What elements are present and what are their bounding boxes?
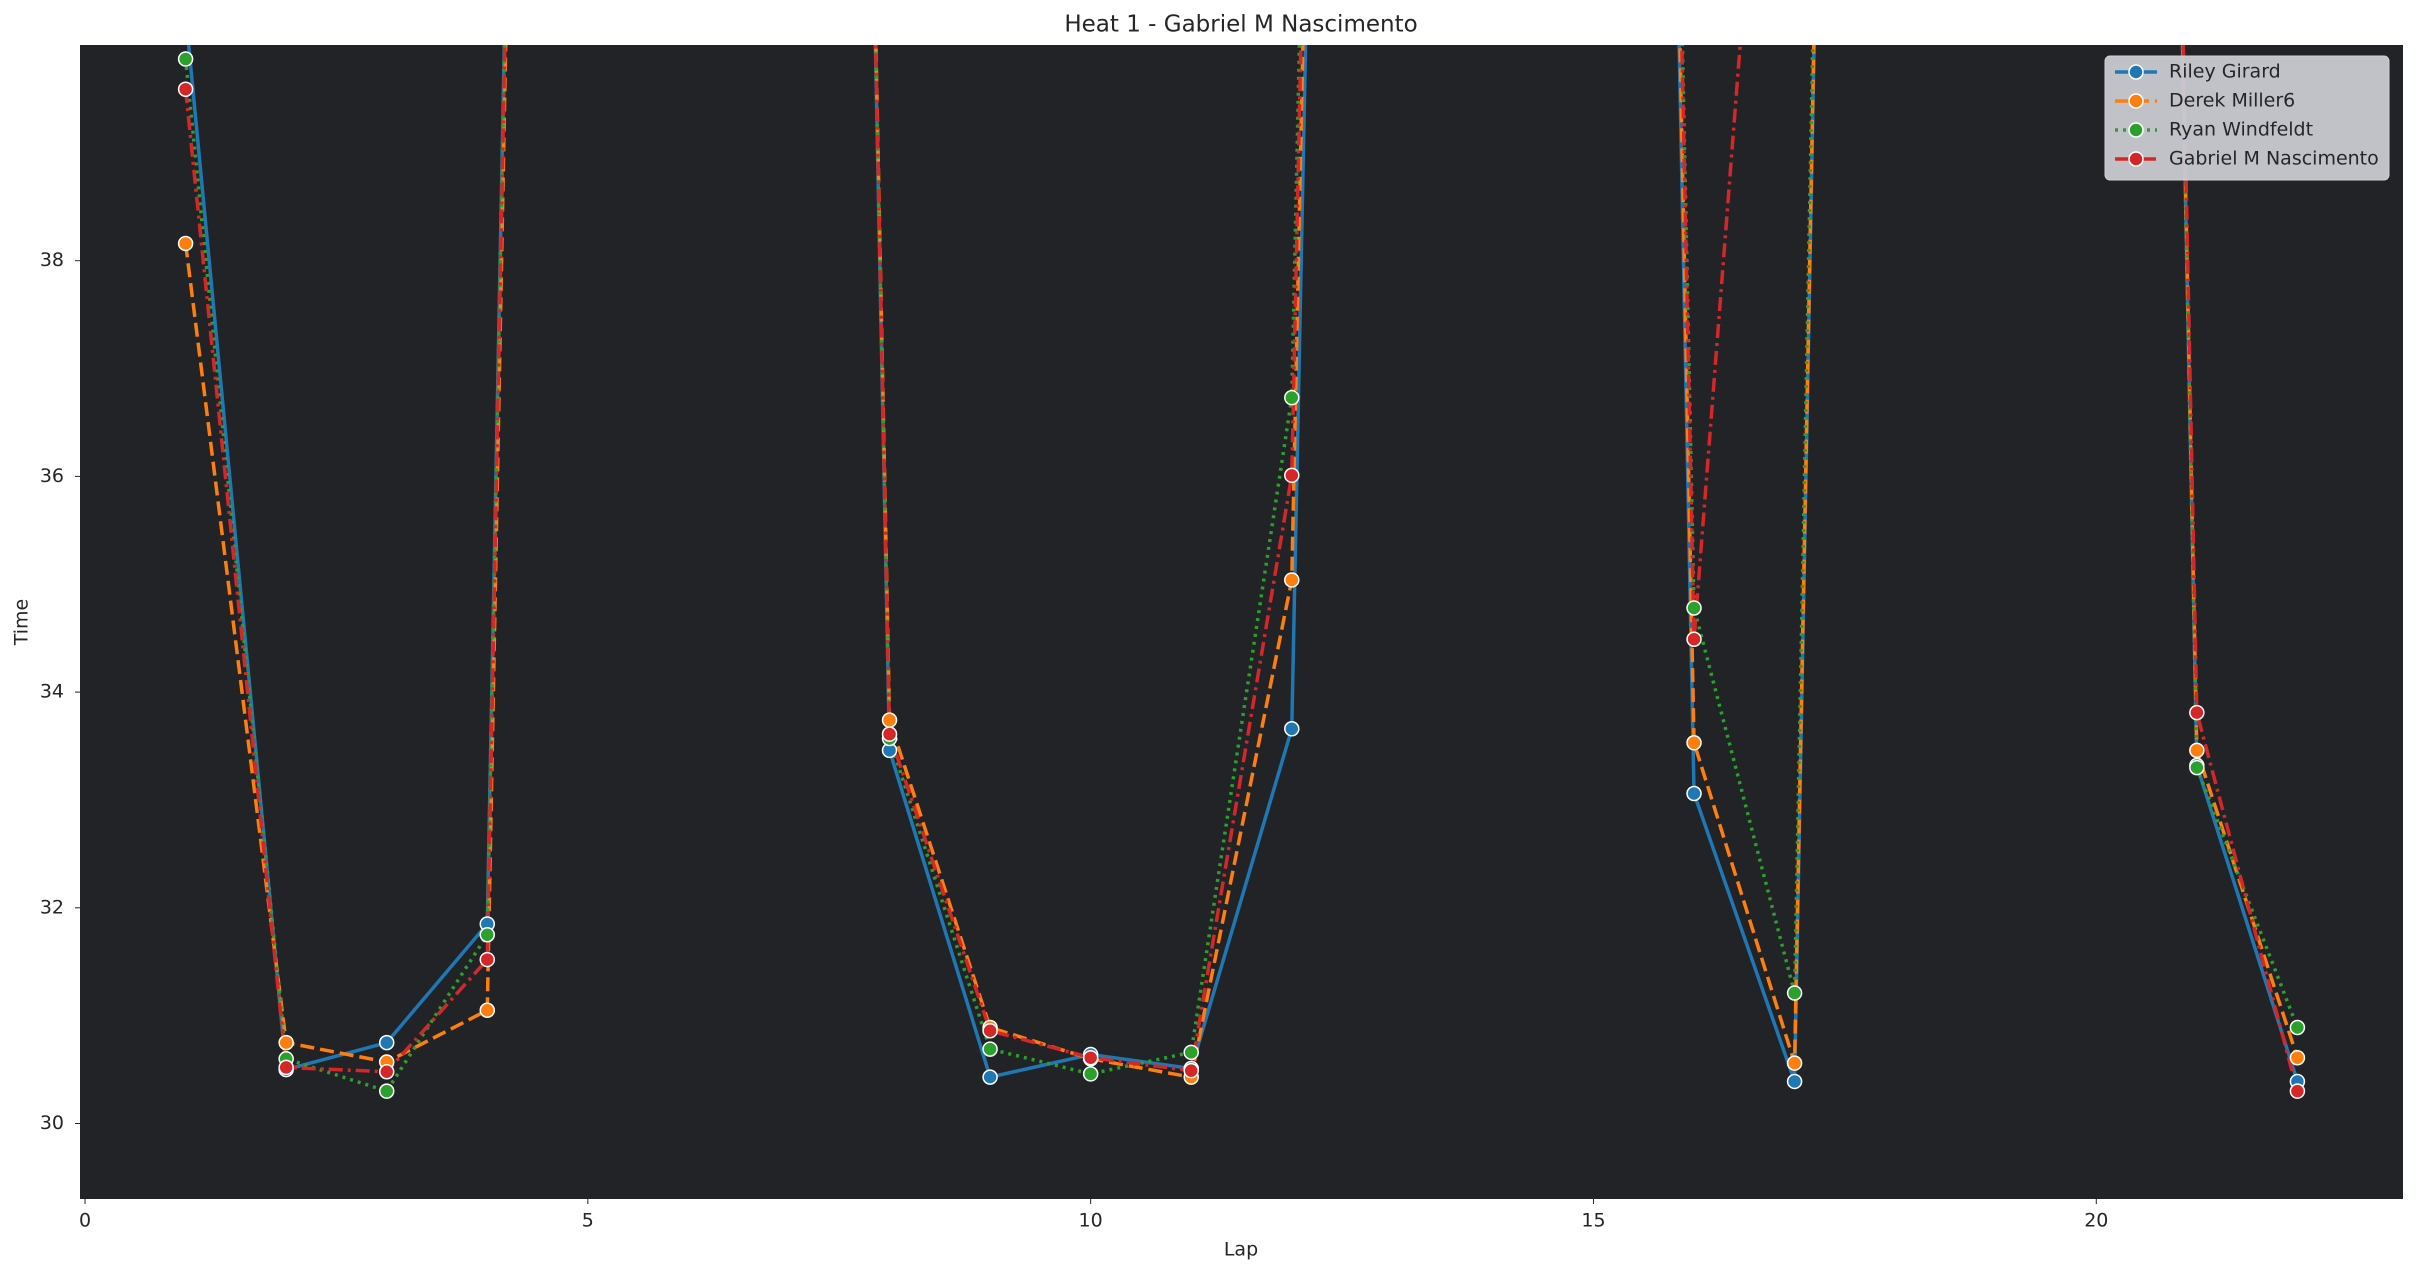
data-point bbox=[2289, 1019, 2306, 1036]
y-tick-label: 38 bbox=[40, 249, 64, 271]
data-point bbox=[1786, 985, 1803, 1001]
series-layer bbox=[177, 6, 2306, 1099]
data-point bbox=[278, 1059, 294, 1076]
data-point bbox=[378, 1063, 395, 1080]
data-point bbox=[881, 726, 898, 742]
data-point bbox=[1082, 1066, 1099, 1082]
data-point bbox=[2289, 1083, 2306, 1099]
data-point bbox=[177, 51, 194, 67]
data-point bbox=[1284, 572, 1300, 588]
data-point bbox=[1686, 600, 1702, 616]
data-point bbox=[2189, 759, 2205, 776]
y-tick-label: 34 bbox=[40, 681, 64, 703]
data-point bbox=[1786, 1073, 1803, 1090]
x-tick-label: 5 bbox=[582, 1210, 594, 1232]
data-point bbox=[479, 1002, 496, 1019]
legend-marker bbox=[2128, 151, 2144, 167]
plot-area bbox=[80, 45, 2403, 1199]
legend-label: Ryan Windfeldt bbox=[2169, 119, 2313, 141]
data-point bbox=[1284, 467, 1300, 484]
data-point bbox=[1183, 1062, 1199, 1079]
data-point bbox=[1082, 1049, 1099, 1066]
data-point bbox=[1183, 1044, 1199, 1061]
data-point bbox=[1284, 389, 1300, 406]
data-point bbox=[982, 1023, 998, 1039]
data-point bbox=[1686, 785, 1702, 802]
y-axis-label: Time bbox=[11, 599, 33, 647]
data-point bbox=[982, 1041, 998, 1057]
data-point bbox=[479, 951, 496, 968]
y-tick-label: 30 bbox=[40, 1112, 64, 1134]
data-point bbox=[2189, 742, 2205, 759]
data-point bbox=[1686, 735, 1702, 751]
chart-title: Heat 1 - Gabriel M Nascimento bbox=[1064, 12, 1417, 38]
x-axis-label: Lap bbox=[1224, 1239, 1258, 1261]
series-line bbox=[186, 45, 2300, 1083]
legend: Riley Girard Derek Miller6 Ryan Windfeldt G… bbox=[2104, 55, 2390, 181]
legend-marker bbox=[2128, 122, 2144, 138]
data-point bbox=[177, 81, 194, 97]
legend-label: Riley Girard bbox=[2169, 61, 2281, 83]
data-point bbox=[378, 1083, 395, 1099]
data-point bbox=[881, 712, 898, 728]
data-point bbox=[2189, 704, 2205, 721]
x-tick-label: 15 bbox=[1581, 1210, 1605, 1232]
data-point bbox=[982, 1069, 998, 1085]
legend-marker bbox=[2128, 64, 2144, 80]
legend-label: Gabriel M Nascimento bbox=[2169, 148, 2379, 170]
data-point bbox=[1686, 631, 1702, 648]
data-point bbox=[278, 1034, 294, 1051]
x-tick-label: 0 bbox=[79, 1210, 91, 1232]
data-point bbox=[479, 927, 496, 943]
data-point bbox=[2289, 1049, 2306, 1066]
y-tick-label: 36 bbox=[40, 465, 64, 487]
legend-label: Derek Miller6 bbox=[2169, 90, 2295, 112]
data-point bbox=[378, 1034, 395, 1051]
x-tick-label: 10 bbox=[1079, 1210, 1103, 1232]
data-point bbox=[179, 6, 193, 20]
y-tick-label: 32 bbox=[40, 896, 64, 918]
data-point bbox=[1284, 721, 1300, 737]
data-point bbox=[1786, 1055, 1803, 1071]
data-point bbox=[177, 235, 194, 252]
x-tick-label: 20 bbox=[2084, 1210, 2108, 1232]
legend-box bbox=[2104, 55, 2390, 181]
legend-marker bbox=[2128, 93, 2144, 109]
